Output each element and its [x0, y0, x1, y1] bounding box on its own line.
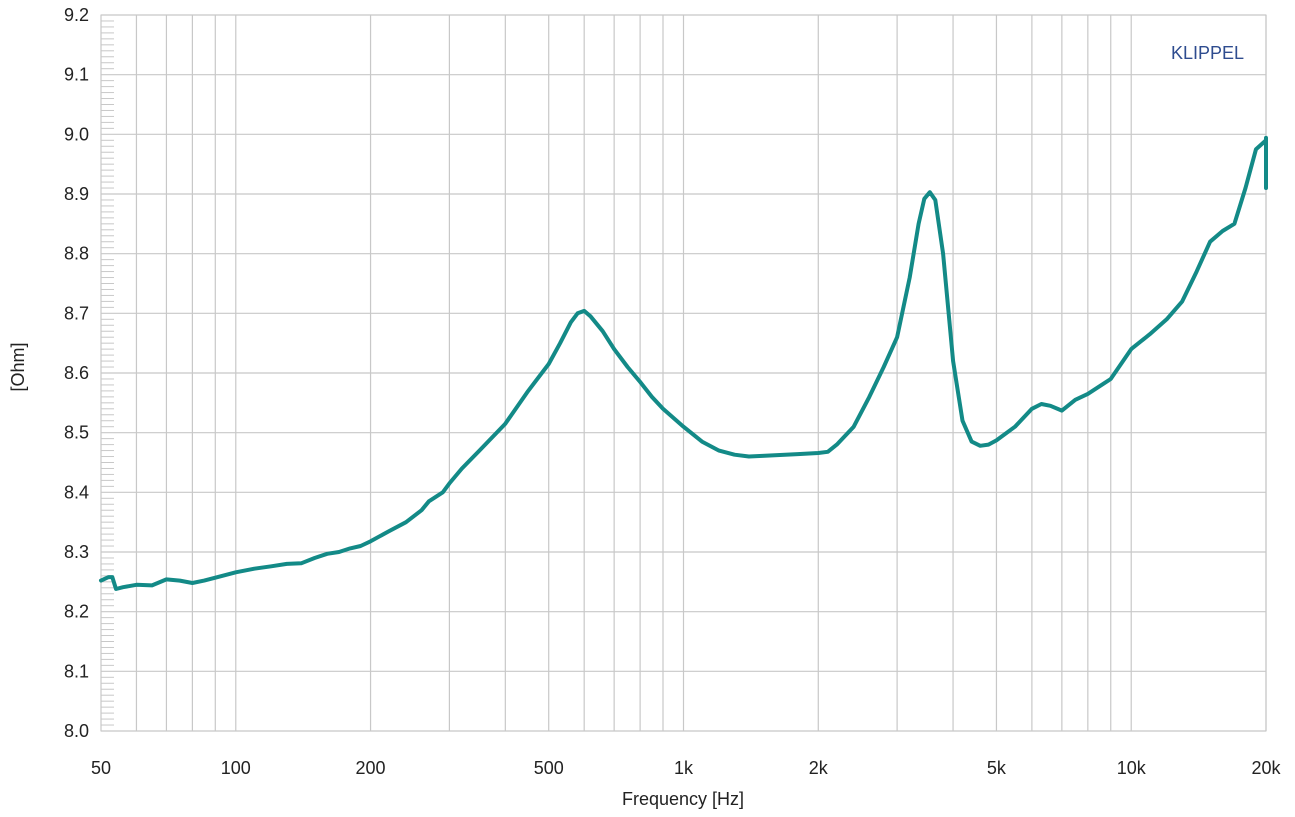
x-tick-label: 1k	[674, 758, 694, 778]
klippel-brand-label: KLIPPEL	[1171, 43, 1244, 63]
x-tick-label: 50	[91, 758, 111, 778]
y-tick-label: 8.6	[64, 363, 89, 383]
y-tick-label: 8.7	[64, 303, 89, 323]
x-tick-label: 500	[534, 758, 564, 778]
y-tick-label: 8.2	[64, 602, 89, 622]
y-tick-label: 8.5	[64, 423, 89, 443]
y-tick-label: 8.9	[64, 184, 89, 204]
series-layer	[99, 135, 1268, 591]
minor-tick-marks	[101, 20, 114, 726]
y-tick-label: 8.1	[64, 661, 89, 681]
x-axis-title: Frequency [Hz]	[622, 789, 744, 809]
y-tick-label: 8.0	[64, 721, 89, 741]
x-tick-label: 200	[356, 758, 386, 778]
y-axis-tick-labels: 8.0 8.1 8.2 8.3 8.4 8.5 8.6 8.7 8.8 8.9 9.0 9.1 9.2	[64, 5, 89, 741]
x-tick-label: 20k	[1251, 758, 1281, 778]
y-axis-title: [Ohm]	[8, 342, 28, 391]
impedance-series-line	[99, 135, 1268, 591]
y-tick-label: 9.1	[64, 65, 89, 85]
x-axis-tick-labels: 50 100 200 500 1k 2k 5k 10k 20k	[91, 758, 1282, 778]
x-tick-label: 100	[221, 758, 251, 778]
x-tick-label: 10k	[1117, 758, 1147, 778]
y-tick-label: 8.4	[64, 482, 89, 502]
x-tick-label: 2k	[809, 758, 829, 778]
y-tick-label: 9.0	[64, 124, 89, 144]
plot-frame	[100, 14, 1267, 732]
x-tick-label: 5k	[987, 758, 1007, 778]
y-tick-label: 9.2	[64, 5, 89, 25]
y-tick-label: 8.8	[64, 244, 89, 264]
y-tick-label: 8.3	[64, 542, 89, 562]
grid	[100, 14, 1267, 732]
